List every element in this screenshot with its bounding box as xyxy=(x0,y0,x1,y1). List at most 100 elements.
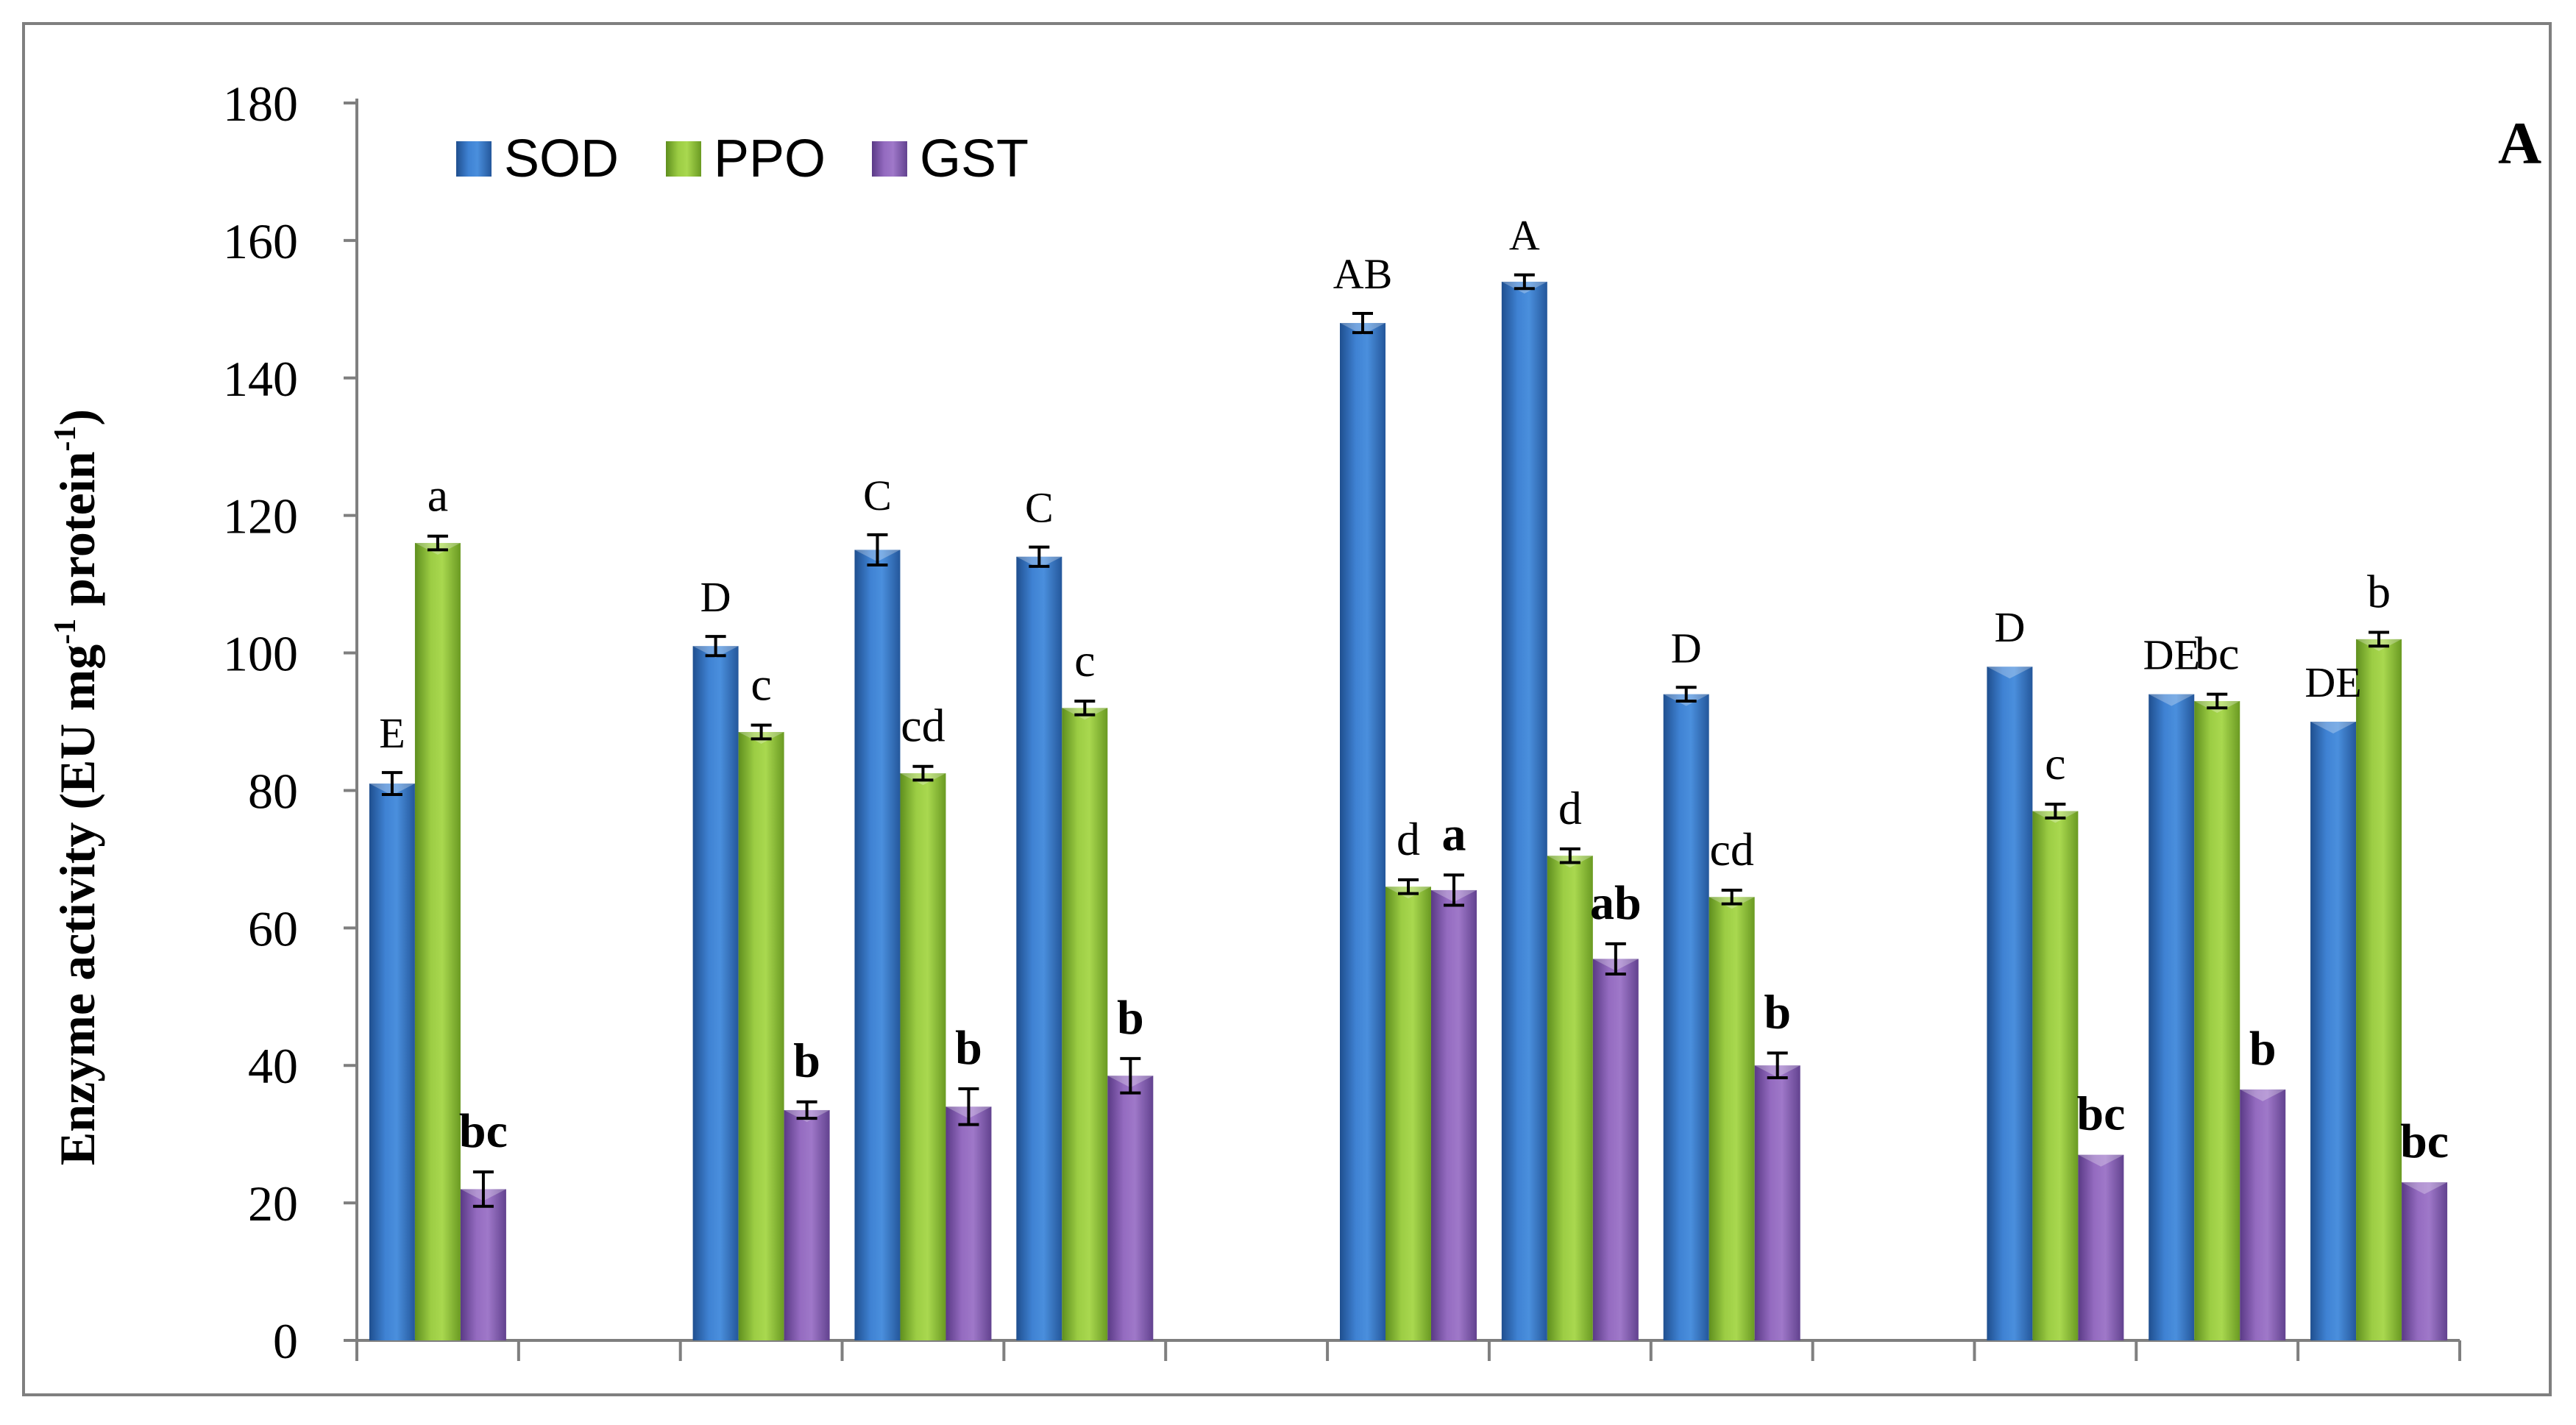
sig-label-gst: ab xyxy=(1590,876,1642,930)
y-axis-label-end: ) xyxy=(49,409,105,426)
sig-label-ppo: c xyxy=(751,658,771,711)
bar-gst xyxy=(460,1189,506,1340)
legend: SOD PPO GST xyxy=(456,129,1029,188)
error-bar-ppo xyxy=(2207,692,2228,710)
y-axis-label-mid: protein xyxy=(49,452,105,619)
bar-sod xyxy=(1663,694,1709,1340)
bar-ppo xyxy=(414,543,461,1340)
error-bar-ppo xyxy=(2045,803,2066,820)
sig-label-sod: AB xyxy=(1333,250,1393,298)
y-axis-label-main: Enzyme activity (EU mg xyxy=(49,644,105,1165)
error-bar-gst xyxy=(1767,1051,1788,1080)
error-bar-ppo xyxy=(427,534,448,552)
bar-cap-gst xyxy=(2078,1154,2124,1167)
bar-sod xyxy=(2149,694,2195,1340)
sig-label-sod: C xyxy=(1025,484,1054,532)
y-tick-label: 100 xyxy=(223,626,298,682)
error-bar-ppo xyxy=(1074,699,1096,717)
error-bar-ppo xyxy=(912,764,934,782)
error-bar-gst xyxy=(472,1170,494,1208)
bar-ppo xyxy=(2032,811,2079,1340)
y-tick-label: 20 xyxy=(248,1176,298,1232)
y-tick-label: 0 xyxy=(273,1313,298,1369)
error-bar-gst xyxy=(1605,942,1626,976)
bar-ppo xyxy=(738,732,784,1340)
bar-gst xyxy=(2402,1182,2448,1340)
sig-label-gst: b xyxy=(1117,991,1144,1045)
error-bar-ppo xyxy=(751,723,772,741)
bar-cap-sod xyxy=(2149,694,2195,706)
bar-cap-sod xyxy=(1987,667,2033,679)
bar-sod xyxy=(1987,667,2033,1340)
sig-label-ppo: c xyxy=(1074,634,1095,686)
bar-sod xyxy=(369,783,415,1340)
bar-ppo xyxy=(2356,639,2402,1340)
error-bar-ppo xyxy=(1721,888,1742,906)
sig-label-gst: b xyxy=(955,1021,982,1075)
sig-label-ppo: a xyxy=(427,469,448,522)
bar-cap-gst xyxy=(2402,1182,2448,1195)
error-bar-sod xyxy=(867,533,888,566)
y-tick-label: 160 xyxy=(223,213,298,269)
sig-label-ppo: bc xyxy=(2195,628,2239,680)
bar-gst xyxy=(784,1109,830,1340)
legend-label-ppo: PPO xyxy=(714,129,826,188)
error-bar-gst xyxy=(796,1100,817,1120)
error-bar-sod xyxy=(1029,545,1050,568)
panel-label: A xyxy=(2498,110,2541,177)
sig-label-sod: D xyxy=(700,573,731,621)
bar-gst xyxy=(1107,1076,1154,1340)
legend-swatch-sod xyxy=(456,141,492,177)
sig-label-sod: D xyxy=(1671,624,1702,672)
sig-label-ppo: cd xyxy=(1709,823,1753,875)
sig-label-gst: b xyxy=(1764,985,1791,1039)
bar-sod xyxy=(854,550,901,1340)
y-axis-label-sup2: -1 xyxy=(49,426,82,452)
bar-ppo xyxy=(1385,886,1431,1340)
sig-label-gst: a xyxy=(1442,807,1466,861)
y-tick-label: 140 xyxy=(223,351,298,407)
bar-gst xyxy=(1592,959,1639,1340)
legend-swatch-gst xyxy=(872,141,907,177)
bar-gst xyxy=(1754,1065,1800,1340)
error-bar-sod xyxy=(381,771,402,797)
bar-ppo xyxy=(2194,700,2240,1340)
sig-label-sod: DE xyxy=(2304,658,2361,706)
sig-label-ppo: cd xyxy=(901,700,945,752)
y-axis-label: Enzyme activity (EU mg-1 protein-1) xyxy=(49,409,105,1165)
bar-gst xyxy=(1431,889,1477,1340)
y-axis-label-sup1: -1 xyxy=(49,619,82,644)
bar-gst xyxy=(2078,1154,2124,1340)
sig-label-gst: b xyxy=(2249,1022,2277,1076)
sig-label-ppo: d xyxy=(1558,782,1582,834)
sig-label-ppo: d xyxy=(1397,813,1420,865)
bar-sod xyxy=(692,646,739,1340)
y-tick-label: 180 xyxy=(223,76,298,132)
legend-label-gst: GST xyxy=(920,129,1029,188)
sig-label-sod: C xyxy=(863,472,892,519)
bar-sod xyxy=(1016,556,1062,1340)
sig-label-gst: b xyxy=(793,1034,820,1088)
bars xyxy=(369,273,2448,1340)
legend-label-sod: SOD xyxy=(504,129,619,188)
sig-label-ppo: c xyxy=(2045,737,2065,789)
error-bar-ppo xyxy=(1398,878,1419,895)
legend-swatch-ppo xyxy=(666,141,701,177)
bar-cap-sod xyxy=(2310,722,2357,733)
bar-ppo xyxy=(1547,856,1593,1340)
sig-label-gst: bc xyxy=(2076,1087,2125,1141)
sig-label-sod: DE xyxy=(2143,631,2200,679)
sig-label-sod: D xyxy=(1994,603,2025,651)
error-bar-sod xyxy=(705,635,726,658)
error-bar-sod xyxy=(1352,311,1373,335)
error-bar-gst xyxy=(1444,873,1464,907)
bar-gst xyxy=(2240,1089,2286,1340)
error-bar-gst xyxy=(1120,1056,1141,1095)
error-bar-sod xyxy=(1675,686,1697,703)
sig-label-gst: bc xyxy=(459,1104,508,1158)
bar-ppo xyxy=(900,773,946,1340)
error-bar-ppo xyxy=(2369,630,2390,648)
bar-sod xyxy=(1340,323,1385,1340)
